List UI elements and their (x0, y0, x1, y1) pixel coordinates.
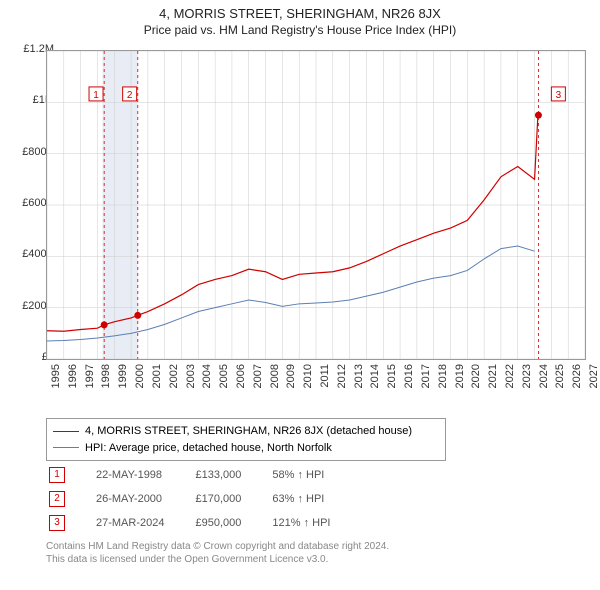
x-tick-label: 2004 (201, 364, 213, 414)
x-tick-label: 1997 (84, 364, 96, 414)
x-tick-label: 2006 (235, 364, 247, 414)
chart-title: 4, MORRIS STREET, SHERINGHAM, NR26 8JX (0, 0, 600, 21)
x-tick-label: 2012 (336, 364, 348, 414)
sale-date: 22-MAY-1998 (95, 464, 192, 486)
x-tick-label: 2008 (269, 364, 281, 414)
legend-item-1: 4, MORRIS STREET, SHERINGHAM, NR26 8JX (… (53, 423, 439, 440)
sale-marker: 3 (49, 515, 65, 531)
x-tick-label: 1998 (100, 364, 112, 414)
chart-container: 4, MORRIS STREET, SHERINGHAM, NR26 8JX P… (0, 0, 600, 590)
sale-date: 26-MAY-2000 (95, 488, 192, 510)
sale-row: 3 27-MAR-2024£950,000121% ↑ HPI (48, 512, 358, 534)
x-tick-label: 2020 (470, 364, 482, 414)
x-tick-label: 2015 (386, 364, 398, 414)
x-tick-label: 2017 (420, 364, 432, 414)
x-tick-label: 2027 (588, 364, 600, 414)
legend-item-2: HPI: Average price, detached house, Nort… (53, 440, 439, 457)
x-tick-label: 1995 (50, 364, 62, 414)
legend-swatch-1 (53, 431, 79, 432)
x-tick-label: 2022 (504, 364, 516, 414)
sale-pct: 58% ↑ HPI (271, 464, 358, 486)
plot-svg: 1 2 3 (47, 51, 585, 359)
x-tick-label: 2013 (353, 364, 365, 414)
footer-line-1: Contains HM Land Registry data © Crown c… (46, 540, 389, 553)
legend: 4, MORRIS STREET, SHERINGHAM, NR26 8JX (… (46, 418, 446, 461)
x-tick-label: 2003 (185, 364, 197, 414)
sale-marker: 2 (49, 491, 65, 507)
plot-area: 1 2 3 (46, 50, 586, 360)
x-tick-label: 2023 (521, 364, 533, 414)
sale-row: 2 26-MAY-2000£170,00063% ↑ HPI (48, 488, 358, 510)
x-tick-label: 2010 (302, 364, 314, 414)
x-tick-label: 2005 (218, 364, 230, 414)
sale-date: 27-MAR-2024 (95, 512, 192, 534)
svg-text:2: 2 (127, 90, 133, 101)
chart-subtitle: Price paid vs. HM Land Registry's House … (0, 21, 600, 43)
x-tick-label: 2009 (285, 364, 297, 414)
sale-pct: 121% ↑ HPI (271, 512, 358, 534)
x-tick-label: 2018 (437, 364, 449, 414)
footer-line-2: This data is licensed under the Open Gov… (46, 553, 389, 566)
sale-marker: 1 (49, 467, 65, 483)
x-tick-label: 1996 (67, 364, 79, 414)
x-tick-label: 2025 (554, 364, 566, 414)
footer: Contains HM Land Registry data © Crown c… (46, 540, 389, 566)
x-tick-label: 2000 (134, 364, 146, 414)
legend-label-1: 4, MORRIS STREET, SHERINGHAM, NR26 8JX (… (85, 425, 412, 437)
x-tick-label: 2002 (168, 364, 180, 414)
x-tick-label: 2021 (487, 364, 499, 414)
sale-pct: 63% ↑ HPI (271, 488, 358, 510)
sales-table: 1 22-MAY-1998£133,00058% ↑ HPI 2 26-MAY-200… (46, 462, 360, 536)
x-tick-label: 2019 (454, 364, 466, 414)
x-tick-label: 2014 (369, 364, 381, 414)
sale-price: £950,000 (194, 512, 269, 534)
x-tick-label: 2026 (571, 364, 583, 414)
x-tick-label: 2011 (319, 364, 331, 414)
x-tick-label: 2024 (538, 364, 550, 414)
x-tick-label: 1999 (117, 364, 129, 414)
sale-row: 1 22-MAY-1998£133,00058% ↑ HPI (48, 464, 358, 486)
x-tick-label: 2016 (403, 364, 415, 414)
legend-swatch-2 (53, 447, 79, 448)
x-tick-label: 2001 (151, 364, 163, 414)
svg-text:3: 3 (556, 90, 562, 101)
sale-price: £170,000 (194, 488, 269, 510)
sale-price: £133,000 (194, 464, 269, 486)
legend-label-2: HPI: Average price, detached house, Nort… (85, 442, 332, 454)
x-tick-label: 2007 (252, 364, 264, 414)
svg-text:1: 1 (93, 90, 99, 101)
